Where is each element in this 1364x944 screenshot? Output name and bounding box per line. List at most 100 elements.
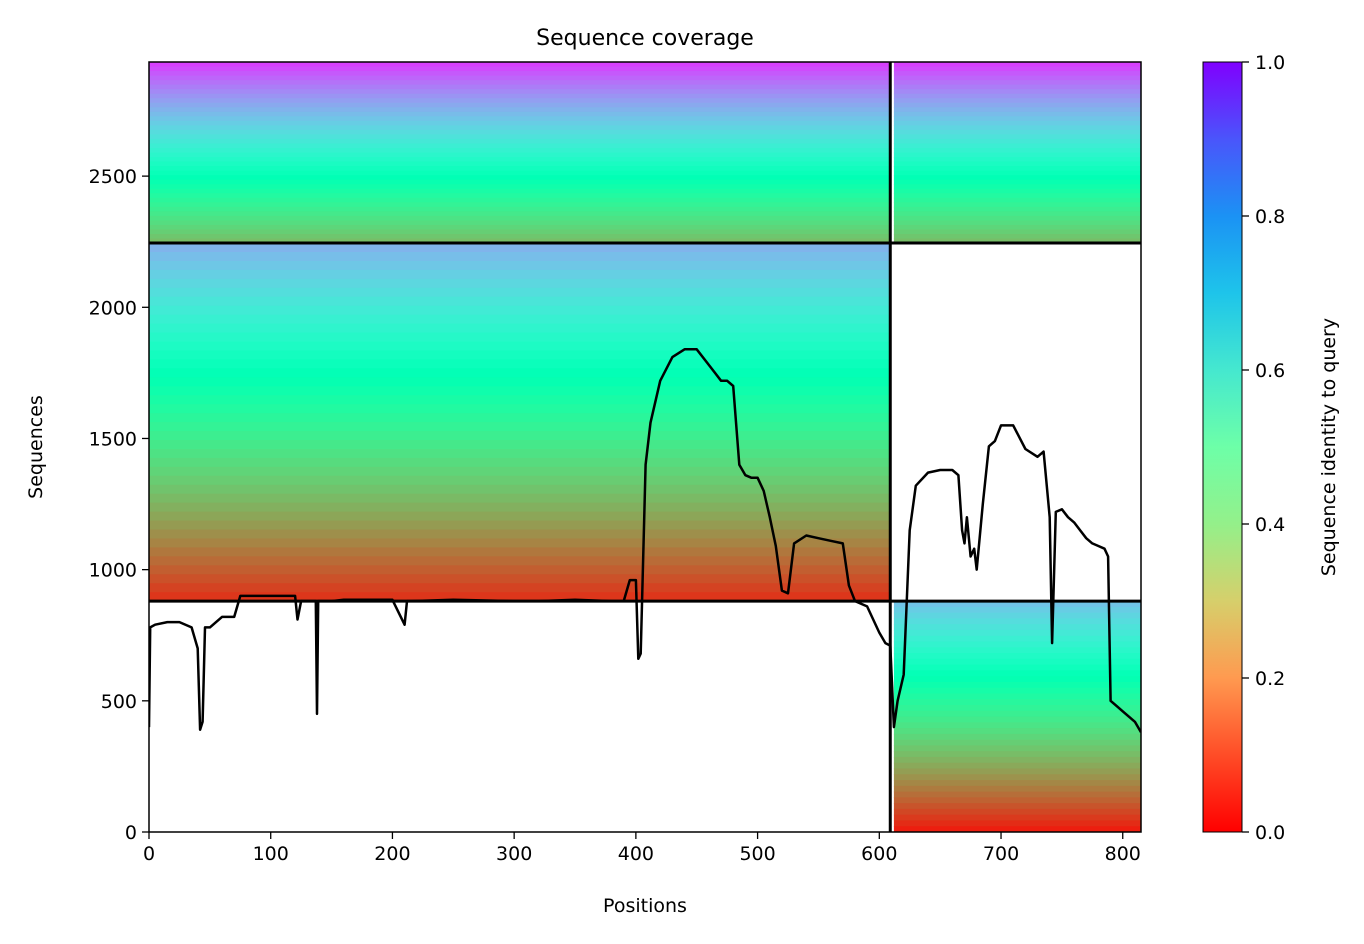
x-tick-label: 200	[374, 843, 410, 865]
msa-band	[893, 211, 1141, 217]
msa-band	[149, 179, 891, 185]
msa-band	[893, 820, 1141, 827]
msa-band	[893, 215, 1141, 221]
colorbar-tick-label: 1.0	[1255, 52, 1285, 74]
msa-blocks	[149, 62, 1141, 832]
msa-band	[149, 116, 891, 122]
msa-band	[893, 202, 1141, 208]
y-tick-label: 0	[125, 822, 137, 844]
msa-band	[149, 431, 891, 441]
colorbar-tick-label: 0.8	[1255, 206, 1285, 228]
x-tick-label: 600	[861, 843, 897, 865]
msa-band	[893, 238, 1141, 244]
msa-band	[893, 768, 1141, 775]
colorbar-ticks: 0.0 0.2 0.4 0.6 0.8 1.0	[1242, 52, 1285, 844]
msa-band	[149, 332, 891, 343]
msa-band	[893, 641, 1141, 648]
y-tick-label: 500	[101, 691, 137, 713]
colorbar-tick-label: 0.0	[1255, 822, 1285, 844]
msa-band	[893, 624, 1141, 631]
msa-band	[893, 170, 1141, 176]
msa-band	[893, 84, 1141, 90]
msa-band	[893, 722, 1141, 729]
msa-band	[893, 184, 1141, 190]
msa-band	[149, 107, 891, 113]
msa-band	[149, 143, 891, 149]
msa-band	[893, 129, 1141, 136]
msa-band	[149, 448, 891, 459]
msa-band	[893, 687, 1141, 695]
msa-band	[149, 287, 891, 298]
msa-band	[893, 193, 1141, 199]
msa-band	[149, 170, 891, 176]
msa-band	[893, 175, 1141, 181]
msa-band	[149, 404, 891, 414]
msa-band	[149, 120, 891, 126]
msa-band	[149, 251, 891, 262]
msa-band	[893, 134, 1141, 140]
x-tick-label: 700	[983, 843, 1019, 865]
msa-band	[893, 705, 1141, 712]
colorbar-tick-label: 0.6	[1255, 360, 1285, 382]
msa-band	[149, 538, 891, 549]
msa-band	[893, 733, 1141, 741]
msa-band	[149, 386, 891, 396]
x-tick-label: 100	[253, 843, 289, 865]
msa-band	[149, 188, 891, 194]
msa-band	[149, 193, 891, 199]
msa-band	[893, 676, 1141, 683]
msa-band	[893, 120, 1141, 126]
msa-band	[893, 826, 1141, 832]
msa-band	[149, 66, 891, 72]
msa-band	[893, 803, 1141, 810]
msa-band	[149, 238, 891, 244]
y-tick-label: 2500	[89, 166, 137, 188]
msa-band	[893, 179, 1141, 185]
msa-band	[149, 484, 891, 495]
colorbar-tick-label: 0.4	[1255, 514, 1285, 536]
msa-band	[893, 780, 1141, 787]
msa-band	[893, 797, 1141, 804]
msa-band	[149, 197, 891, 203]
msa-band	[149, 547, 891, 557]
msa-band	[149, 202, 891, 208]
msa-band	[149, 138, 891, 145]
msa-band	[893, 762, 1141, 770]
msa-band	[149, 269, 891, 280]
msa-band	[893, 791, 1141, 798]
msa-band	[893, 751, 1141, 758]
x-tick-label: 800	[1105, 843, 1141, 865]
msa-band	[149, 243, 891, 253]
msa-band	[893, 224, 1141, 231]
msa-band	[149, 565, 891, 575]
msa-band	[149, 102, 891, 108]
msa-band	[893, 152, 1141, 158]
msa-band	[149, 84, 891, 90]
msa-band	[893, 745, 1141, 752]
msa-band	[893, 71, 1141, 77]
msa-band	[149, 211, 891, 217]
msa-band	[149, 368, 891, 378]
colorbar-label: Sequence identity to query	[1318, 318, 1340, 576]
y-tick-label: 1500	[89, 428, 137, 450]
msa-band	[893, 147, 1141, 154]
msa-band	[893, 658, 1141, 666]
msa-band	[893, 138, 1141, 145]
msa-band	[893, 774, 1141, 781]
msa-band	[893, 739, 1141, 747]
msa-band	[149, 224, 891, 231]
y-tick-label: 1000	[89, 560, 137, 582]
msa-band	[893, 107, 1141, 113]
msa-band	[893, 629, 1141, 637]
msa-band	[149, 413, 891, 423]
msa-band	[893, 116, 1141, 122]
msa-band	[149, 233, 891, 240]
msa-band	[149, 75, 891, 81]
msa-band	[893, 699, 1141, 706]
msa-band	[149, 377, 891, 387]
msa-band	[893, 157, 1141, 163]
msa-block-1	[149, 62, 891, 244]
msa-band	[893, 197, 1141, 203]
